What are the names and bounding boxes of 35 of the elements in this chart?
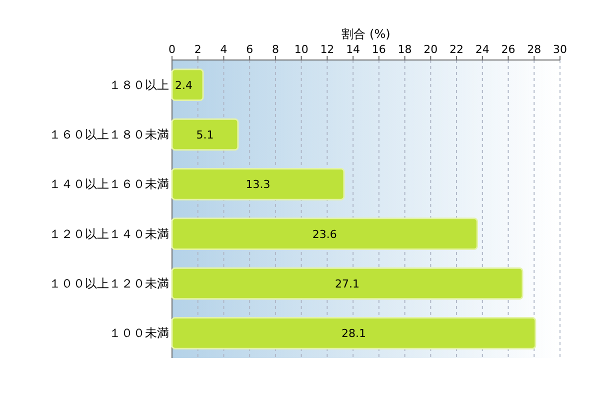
y-tick-label: １００以上１２０未満 [49,276,169,290]
x-tick-label: 22 [450,43,464,56]
x-tick-label: 0 [168,43,176,56]
x-axis-title: 割合 (%) [342,27,390,41]
x-tick-label: 18 [398,43,412,56]
x-tick-label: 10 [294,43,308,56]
bar [171,218,478,250]
x-tick-label: 28 [527,43,542,56]
x-tick-label: 30 [553,43,567,56]
x-tick-label: 16 [372,43,386,56]
bar [171,267,524,300]
data-label: 2.4 [175,78,192,92]
x-tick-label: 20 [424,43,438,56]
bar [171,317,536,350]
x-tick-label: 6 [246,43,254,56]
y-tick-label: １８０以上 [109,78,169,92]
bar [171,68,204,101]
x-tick-label: 24 [475,43,490,56]
data-label: 28.1 [341,327,366,340]
x-tick-label: 2 [194,43,202,56]
x-tick-label: 4 [220,43,228,56]
bar [171,118,239,151]
data-label: 23.6 [312,228,337,241]
x-tick-label: 8 [272,43,279,56]
data-label: 5.1 [196,128,214,142]
y-tick-label: １４０以上１６０未満 [49,177,169,192]
y-tick-label: １００未満 [109,326,169,340]
data-label: 27.1 [334,278,360,290]
x-tick-label: 14 [346,43,360,56]
bar [171,168,345,200]
y-tick-label: １６０以上１８０未満 [49,128,169,142]
y-tick-label: １２０以上１４０未満 [49,226,169,241]
x-tick-label: 26 [501,43,516,56]
x-tick-label: 12 [320,43,334,56]
data-label: 13.3 [246,178,270,192]
